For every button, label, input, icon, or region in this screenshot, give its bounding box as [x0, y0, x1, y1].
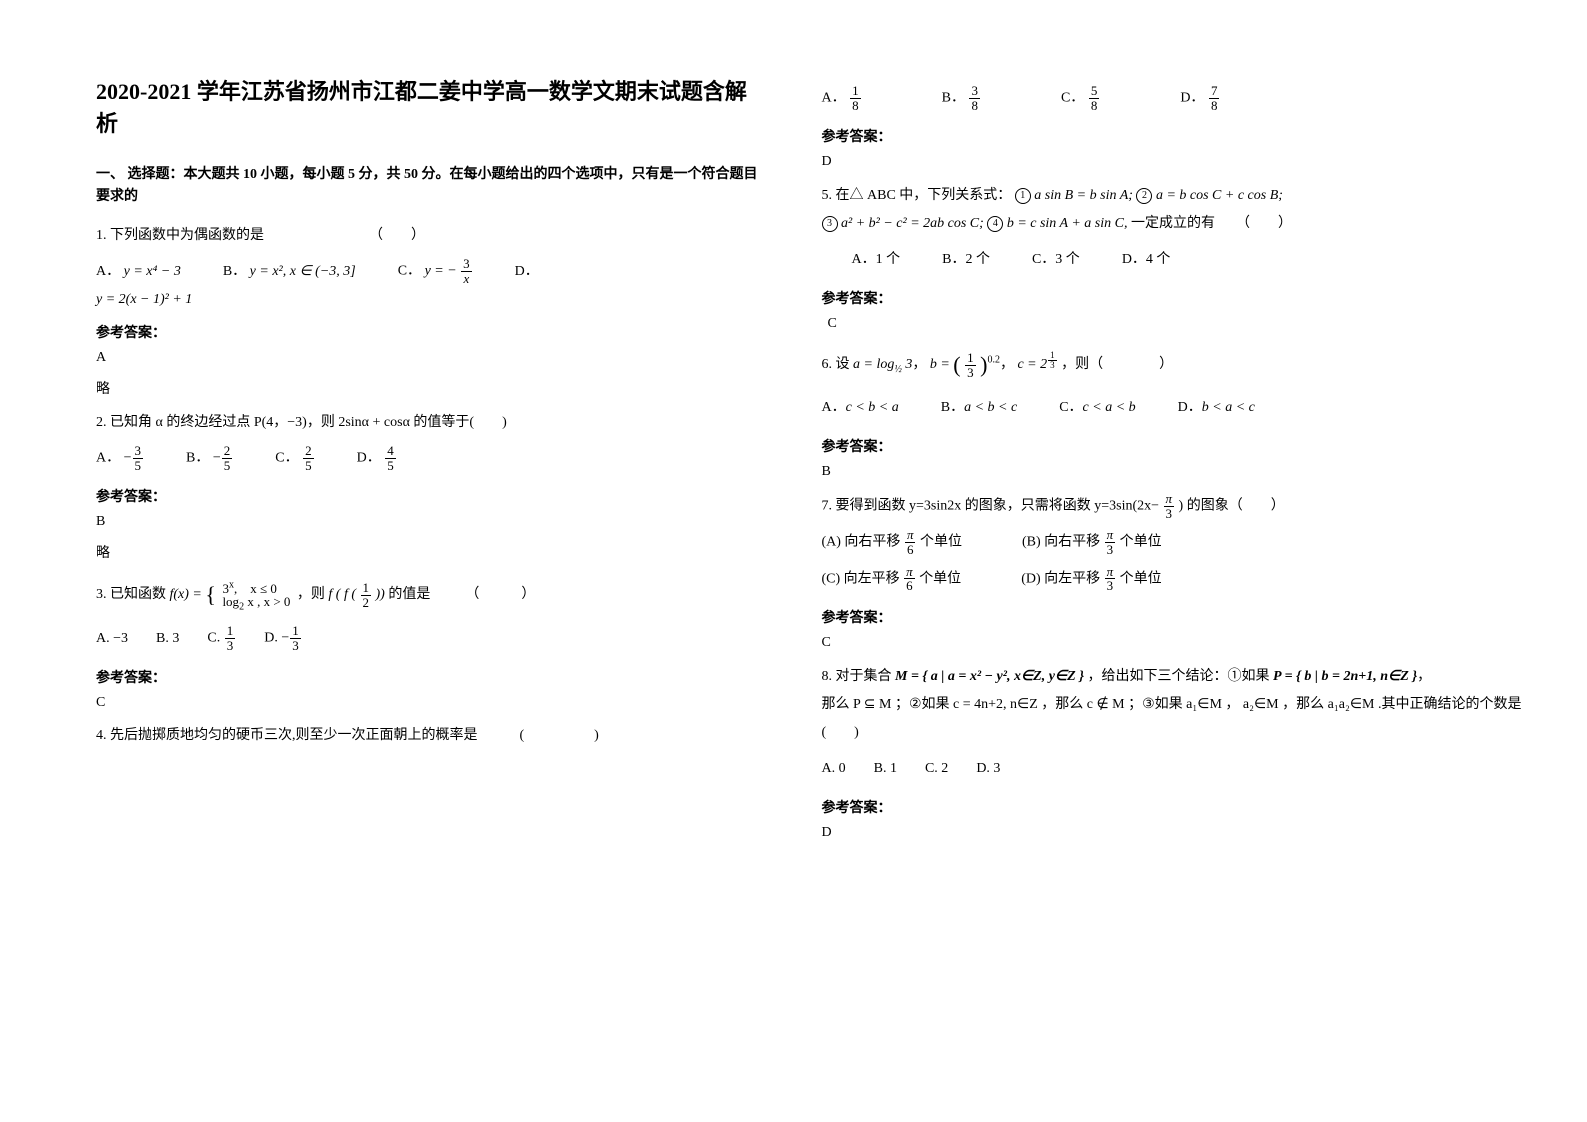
q7-a: (A) 向右平移 π6 个单位 [822, 528, 962, 556]
section-intro: 一、 选择题：本大题共 10 小题，每小题 5 分，共 50 分。在每小题给出的… [96, 164, 762, 209]
q3-ans-head: 参考答案： [96, 667, 762, 687]
q6-b: B．a < b < c [941, 394, 1017, 422]
q6-options: A．c < b < a B．a < b < c C．c < a < b D．b … [822, 394, 1528, 422]
q4-a: A． 18 [822, 84, 862, 112]
page-title: 2020-2021 学年江苏省扬州市江都二姜中学高一数学文期末试题含解析 [96, 76, 762, 140]
q6-a: A．c < b < a [822, 394, 899, 422]
q6-ans: B [822, 464, 1528, 480]
q2-options: A． −35 B． −25 C． 25 D． 45 [96, 444, 762, 472]
q1-a: A． y = x⁴ − 3 [96, 258, 181, 286]
q4-ans: D [822, 154, 1528, 170]
q1-b: B． y = x², x ∈ (−3, 3] [223, 258, 356, 286]
q8-stem: 8. 对于集合 M = { a | a = x² − y², x∈Z, y∈Z … [822, 663, 1528, 747]
q2-b: B． −25 [186, 444, 233, 472]
q5-d: D．4 个 [1122, 246, 1171, 274]
q5-c: C．3 个 [1032, 246, 1080, 274]
q5-ans: C [828, 316, 1528, 332]
q3-options: A. −3 B. 3 C. 13 D. −13 [96, 624, 762, 652]
q2-a: A． −35 [96, 444, 144, 472]
q8-d: D. 3 [976, 755, 1000, 783]
q7-options-row1: (A) 向右平移 π6 个单位 (B) 向右平移 π3 个单位 [822, 528, 1528, 556]
q6-ans-head: 参考答案： [822, 436, 1528, 456]
q1-stem: 1. 下列函数中为偶函数的是 （ ） [96, 223, 762, 250]
q2-d: D． 45 [357, 444, 397, 472]
q6-stem: 6. 设 a = log½ 3， b = ( 13 )0.2， c = 213 … [822, 344, 1528, 386]
q1-options: A． y = x⁴ − 3 B． y = x², x ∈ (−3, 3] C． … [96, 257, 762, 285]
q4-options: A． 18 B． 38 C． 58 D． 78 [822, 84, 1528, 112]
q1-d-label: D． [515, 258, 539, 286]
q3-d: D. −13 [264, 624, 302, 652]
q8-ans: D [822, 825, 1528, 841]
q6-d: D．b < a < c [1178, 394, 1255, 422]
q7-d: (D) 向左平移 π3 个单位 [1021, 565, 1161, 593]
q8-c: C. 2 [925, 755, 948, 783]
q2-ans: B [96, 514, 762, 530]
q7-stem: 7. 要得到函数 y=3sin2x 的图象，只需将函数 y=3sin(2x− π… [822, 492, 1528, 520]
q7-ans: C [822, 635, 1528, 651]
q6-c: C．c < a < b [1059, 394, 1135, 422]
q4-stem: 4. 先后抛掷质地均匀的硬币三次,则至少一次正面朝上的概率是 ( ) [96, 723, 762, 750]
q5-ans-head: 参考答案： [822, 288, 1528, 308]
q2-ans-head: 参考答案： [96, 486, 762, 506]
q1-ans-head: 参考答案： [96, 322, 762, 342]
q3-stem: 3. 已知函数 f(x) = { 3x, x ≤ 0 log2 x , x > … [96, 574, 762, 616]
q3-b: B. 3 [156, 625, 179, 653]
q7-options-row2: (C) 向左平移 π6 个单位 (D) 向左平移 π3 个单位 [822, 565, 1528, 593]
q5-a: A．1 个 [852, 246, 901, 274]
q5-options: A．1 个 B．2 个 C．3 个 D．4 个 [852, 246, 1528, 274]
q4-b: B． 38 [942, 84, 981, 112]
q3-ans: C [96, 695, 762, 711]
q8-b: B. 1 [874, 755, 897, 783]
q7-c: (C) 向左平移 π6 个单位 [822, 565, 962, 593]
q1-d-expr: y = 2(x − 1)² + 1 [96, 292, 762, 308]
q2-stem: 2. 已知角 α 的终边经过点 P(4，−3)，则 2sinα + cosα 的… [96, 410, 762, 437]
q2-brief: 略 [96, 542, 762, 562]
q5-b: B．2 个 [942, 246, 990, 274]
q3-c: C. 13 [207, 624, 236, 652]
q3-a: A. −3 [96, 625, 128, 653]
q4-d: D． 78 [1180, 84, 1220, 112]
q1-c: C． y = − 3x [398, 257, 473, 285]
q1-brief: 略 [96, 378, 762, 398]
q4-c: C． 58 [1061, 84, 1100, 112]
q2-c: C． 25 [275, 444, 314, 472]
q8-a: A. 0 [822, 755, 846, 783]
q5-stem: 5. 在△ ABC 中，下列关系式： 1 a sin B = b sin A; … [822, 182, 1528, 238]
q7-ans-head: 参考答案： [822, 607, 1528, 627]
q8-options: A. 0 B. 1 C. 2 D. 3 [822, 755, 1528, 783]
q4-ans-head: 参考答案： [822, 126, 1528, 146]
q8-ans-head: 参考答案： [822, 797, 1528, 817]
q1-ans: A [96, 350, 762, 366]
q7-b: (B) 向右平移 π3 个单位 [1022, 528, 1162, 556]
